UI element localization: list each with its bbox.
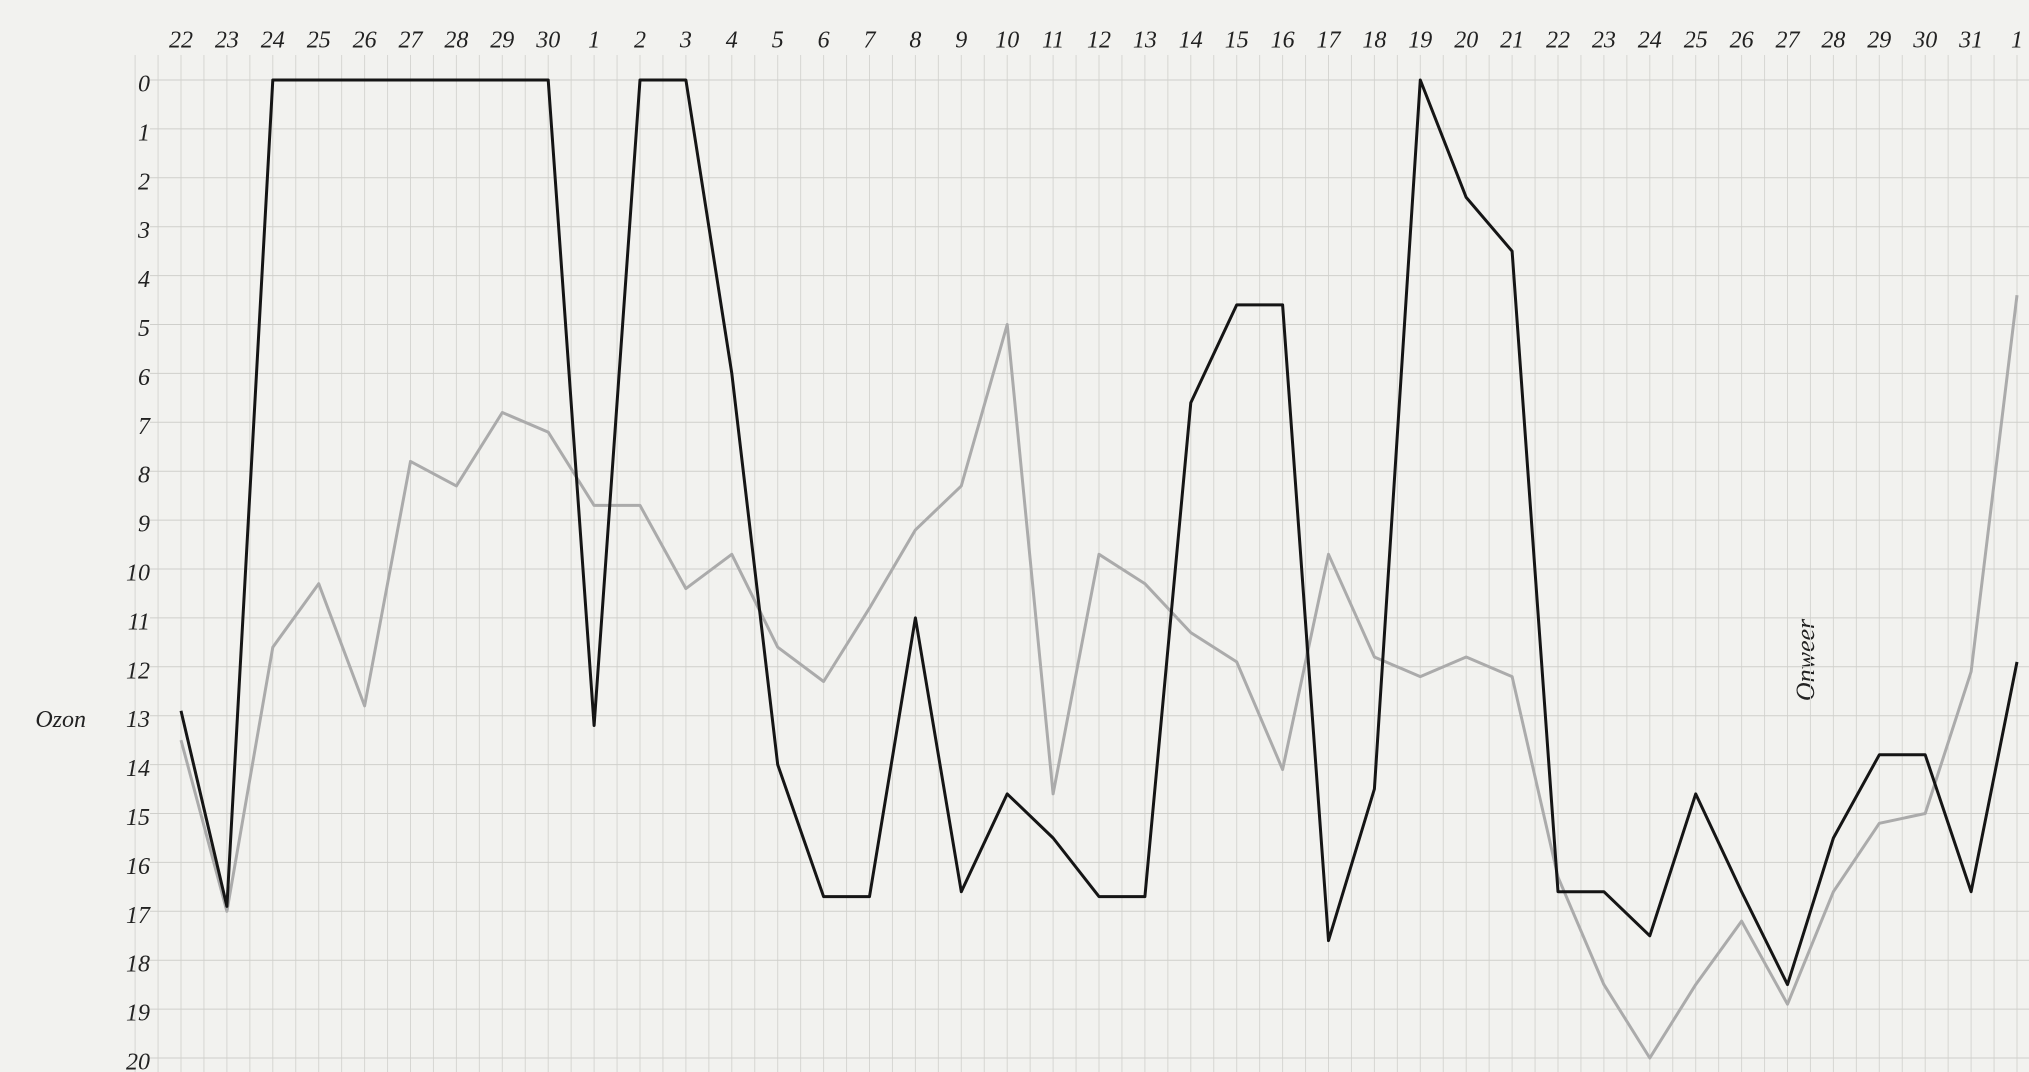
x-tick-label: 27 — [1776, 28, 1801, 54]
x-tick-label: 13 — [1133, 28, 1157, 54]
x-tick-label: 25 — [1684, 28, 1708, 54]
x-tick-label: 4 — [726, 28, 738, 54]
x-tick-label: 19 — [1408, 28, 1432, 54]
x-tick-label: 22 — [1546, 28, 1570, 54]
x-tick-label: 6 — [818, 28, 830, 54]
x-tick-label: 22 — [169, 28, 193, 54]
x-tick-label: 31 — [1958, 28, 1983, 54]
y-tick-label: 17 — [126, 903, 151, 929]
x-tick-label: 29 — [490, 28, 514, 54]
y-tick-label: 5 — [138, 316, 150, 342]
y-tick-label: 8 — [138, 463, 150, 489]
x-tick-label: 17 — [1317, 28, 1342, 54]
x-tick-label: 9 — [955, 28, 967, 54]
x-tick-label: 20 — [1454, 28, 1478, 54]
y-tick-label: 11 — [128, 609, 150, 635]
x-tick-label: 28 — [1821, 28, 1845, 54]
y-tick-label: 4 — [138, 267, 150, 293]
y-tick-label: 2 — [138, 169, 150, 195]
x-tick-label: 10 — [995, 28, 1019, 54]
x-tick-label: 3 — [679, 28, 692, 54]
y-tick-label: 19 — [126, 1001, 150, 1027]
x-tick-label: 28 — [444, 28, 468, 54]
y-tick-label: 13 — [126, 707, 150, 733]
x-tick-label: 16 — [1271, 28, 1295, 54]
y-tick-label: 1 — [138, 120, 150, 146]
x-tick-label: 27 — [399, 28, 424, 54]
x-tick-label: 7 — [864, 28, 877, 54]
x-tick-label: 1 — [2011, 28, 2023, 54]
x-tick-label: 14 — [1179, 28, 1203, 54]
y-tick-label: 3 — [137, 218, 150, 244]
y-tick-label: 18 — [126, 952, 150, 978]
y-tick-label: 9 — [138, 512, 150, 538]
x-tick-label: 18 — [1362, 28, 1386, 54]
y-axis-label: Ozon — [35, 707, 86, 733]
x-tick-label: 30 — [1912, 28, 1937, 54]
x-tick-label: 24 — [261, 28, 285, 54]
y-tick-label: 12 — [126, 658, 150, 684]
x-tick-label: 11 — [1042, 28, 1064, 54]
page: {"chart_data": { "type": "line", "y_labe… — [0, 0, 2029, 1072]
x-tick-label: 25 — [307, 28, 331, 54]
x-tick-label: 5 — [772, 28, 784, 54]
x-tick-label: 23 — [215, 28, 239, 54]
chart: Onweer 012345678910111213Ozon14151617181… — [0, 0, 2029, 1072]
x-tick-label: 2 — [634, 28, 646, 54]
y-tick-label: 20 — [126, 1050, 150, 1072]
y-tick-label: 7 — [138, 414, 151, 440]
x-tick-label: 21 — [1500, 28, 1524, 54]
annotation: Onweer — [1791, 618, 1820, 701]
x-tick-label: 12 — [1087, 28, 1111, 54]
x-tick-label: 24 — [1638, 28, 1662, 54]
y-tick-label: 14 — [126, 756, 150, 782]
x-tick-label: 30 — [535, 28, 560, 54]
x-tick-label: 8 — [909, 28, 921, 54]
x-tick-label: 15 — [1225, 28, 1249, 54]
x-tick-label: 1 — [588, 28, 600, 54]
y-tick-label: 0 — [138, 72, 150, 98]
x-tick-label: 26 — [1730, 28, 1754, 54]
y-tick-label: 6 — [138, 365, 150, 391]
x-tick-label: 29 — [1867, 28, 1891, 54]
x-tick-label: 23 — [1592, 28, 1616, 54]
y-tick-label: 16 — [126, 854, 150, 880]
y-tick-label: 15 — [126, 805, 150, 831]
y-tick-label: 10 — [126, 561, 150, 587]
x-tick-label: 26 — [353, 28, 377, 54]
